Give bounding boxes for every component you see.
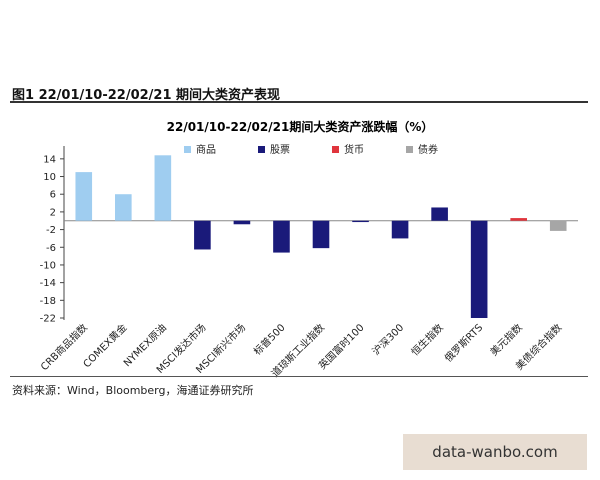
y-tick-label: -2 bbox=[46, 225, 56, 236]
source-note: 资料来源：Wind，Bloomberg，海通证券研究所 bbox=[12, 384, 254, 397]
x-category-label: 美元指数 bbox=[487, 321, 524, 358]
y-tick-label: 6 bbox=[50, 190, 56, 201]
legend-swatch bbox=[406, 146, 413, 153]
bar bbox=[431, 207, 448, 221]
legend-swatch bbox=[258, 146, 265, 153]
bar bbox=[154, 155, 172, 221]
y-tick-label: -18 bbox=[40, 296, 56, 307]
x-category-label: 标普500 bbox=[251, 321, 288, 358]
bar bbox=[194, 220, 211, 250]
legend-label: 股票 bbox=[270, 144, 290, 156]
y-axis: 14 10 6 2 -2 -6 -10 -14 -18 -22 bbox=[40, 146, 578, 325]
y-tick-label: 2 bbox=[50, 207, 56, 218]
legend-swatch bbox=[184, 146, 191, 153]
x-category-label: 恒生指数 bbox=[408, 321, 445, 358]
bar bbox=[549, 220, 567, 231]
bar-chart: 22/01/10-22/02/21期间大类资产涨跌幅（%） 商品 股票 货币 债券 1… bbox=[38, 119, 578, 380]
bar bbox=[352, 220, 369, 223]
legend-label: 商品 bbox=[196, 143, 216, 156]
x-category-label: CRB商品指数 bbox=[38, 321, 90, 373]
bar bbox=[273, 220, 290, 253]
chart-title: 22/01/10-22/02/21期间大类资产涨跌幅（%） bbox=[167, 119, 434, 134]
figure-label: 图1 22/01/10-22/02/21 期间大类资产表现 bbox=[12, 88, 281, 103]
legend: 商品 股票 货币 债券 bbox=[184, 143, 438, 156]
bar bbox=[75, 172, 93, 221]
bar bbox=[233, 220, 251, 225]
legend-label: 债券 bbox=[418, 143, 438, 156]
bars bbox=[75, 155, 567, 318]
y-tick-label: -6 bbox=[46, 243, 56, 254]
y-tick-label: -14 bbox=[40, 278, 56, 289]
watermark: data-wanbo.com bbox=[403, 434, 587, 470]
y-tick-label: -22 bbox=[40, 314, 56, 325]
bottom-rule bbox=[10, 376, 588, 377]
y-tick-label: -10 bbox=[40, 260, 56, 271]
bar bbox=[391, 220, 409, 239]
bar bbox=[115, 194, 132, 221]
bar bbox=[510, 218, 527, 221]
bar bbox=[470, 220, 488, 318]
bar bbox=[312, 220, 330, 249]
top-rule bbox=[10, 101, 588, 103]
legend-swatch bbox=[332, 146, 339, 153]
legend-label: 货币 bbox=[344, 143, 364, 156]
x-category-label: 沪深300 bbox=[369, 321, 406, 358]
y-tick-label: 10 bbox=[43, 172, 56, 183]
x-category-label: 俄罗斯RTS bbox=[442, 321, 486, 365]
y-tick-label: 14 bbox=[43, 154, 56, 165]
